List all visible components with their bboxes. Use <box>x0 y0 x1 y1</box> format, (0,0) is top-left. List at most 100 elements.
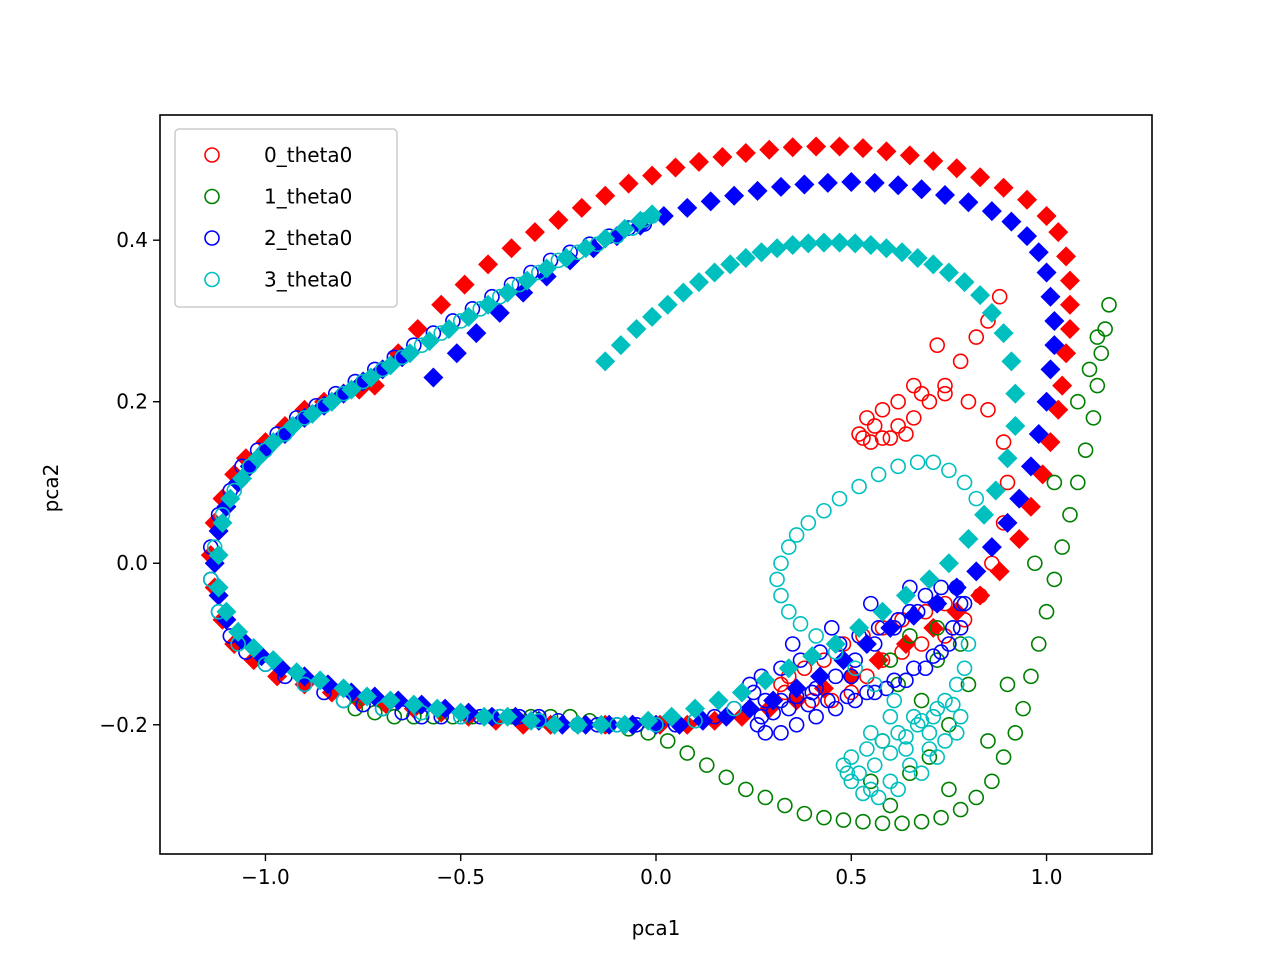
circle-point <box>866 684 883 701</box>
circle-point <box>991 288 1008 305</box>
circle-point <box>956 611 973 628</box>
diamond-point <box>677 197 698 218</box>
diamond-point <box>735 142 756 163</box>
circle-point <box>531 712 547 729</box>
circle-point <box>933 809 949 826</box>
circle-point <box>757 725 774 741</box>
diamond-point <box>642 204 663 225</box>
diamond-point <box>763 690 784 711</box>
circle-point <box>847 692 863 709</box>
circle-point <box>1081 361 1098 378</box>
circle-point <box>277 426 293 442</box>
legend-label: 2_theta0 <box>264 226 352 250</box>
diamond-point <box>423 367 444 388</box>
diamond-point <box>903 605 924 626</box>
diamond-point <box>849 617 870 638</box>
circle-point <box>706 708 723 725</box>
legend-label: 1_theta0 <box>264 185 352 209</box>
diamond-point <box>997 448 1018 469</box>
diamond-point <box>595 185 616 206</box>
circle-point <box>296 410 313 426</box>
diamond-point <box>474 706 495 727</box>
circle-point <box>890 418 906 434</box>
diamond-point <box>802 646 823 667</box>
diamond-point <box>907 247 928 268</box>
circle-point <box>984 773 1000 790</box>
circle-point <box>866 636 883 652</box>
diamond-point <box>524 222 545 243</box>
diamond-point <box>970 285 991 306</box>
diamond-point <box>544 714 565 735</box>
diamond-point <box>716 706 737 727</box>
diamond-point <box>923 151 944 172</box>
diamond-point <box>997 512 1018 533</box>
x-tick-label: −1.0 <box>241 865 290 889</box>
circle-point <box>788 527 805 543</box>
circle-point <box>808 628 824 644</box>
circle-point <box>902 765 918 782</box>
circle-point <box>749 716 766 733</box>
circle-point <box>780 539 797 555</box>
diamond-point <box>989 561 1010 582</box>
diamond-point <box>247 448 268 469</box>
circle-point <box>894 644 910 660</box>
circle-point <box>980 733 996 749</box>
circle-point <box>1015 700 1031 717</box>
circle-point <box>855 430 871 446</box>
diamond-point <box>571 197 592 218</box>
diamond-point <box>852 138 873 159</box>
circle-point <box>863 773 879 790</box>
diamond-point <box>993 177 1014 198</box>
plot-area <box>200 136 1117 832</box>
diamond-point <box>845 233 866 254</box>
circle-point <box>921 725 938 741</box>
diamond-point <box>610 335 631 356</box>
circle-point <box>1054 539 1070 555</box>
diamond-point <box>208 577 229 598</box>
circle-point <box>929 337 945 353</box>
y-tick-label: 0.4 <box>116 228 148 252</box>
circle-point <box>773 587 789 604</box>
circle-point <box>921 393 938 410</box>
circle-point <box>788 716 805 733</box>
circle-point <box>933 579 949 596</box>
diamond-point <box>1044 310 1065 331</box>
diamond-point <box>356 686 377 707</box>
circle-point <box>827 700 844 717</box>
circle-point <box>609 716 625 733</box>
circle-point <box>257 442 274 458</box>
circle-point <box>952 708 969 725</box>
diamond-point <box>974 504 995 525</box>
circle-point <box>843 773 860 790</box>
circle-point <box>804 684 821 701</box>
diamond-point <box>981 537 1002 558</box>
circle-point <box>925 454 942 471</box>
diamond-point <box>798 233 819 254</box>
circle-point <box>773 725 789 741</box>
circle-point <box>870 789 887 806</box>
circle-point <box>995 434 1012 450</box>
circle-point <box>394 349 410 366</box>
diamond-point <box>954 272 975 293</box>
x-axis: −1.0 −0.5 0.0 0.5 1.0 <box>241 854 1062 889</box>
circle-point <box>925 648 942 664</box>
diamond-point <box>899 145 920 166</box>
circle-point <box>718 769 735 786</box>
diamond-point <box>876 141 897 162</box>
x-tick-label: 0.0 <box>640 865 672 889</box>
circle-point <box>905 708 922 725</box>
circle-point <box>855 813 871 830</box>
circle-point <box>890 725 906 741</box>
circle-point <box>226 482 243 499</box>
circle-point <box>413 708 430 725</box>
circle-point <box>827 668 844 685</box>
diamond-point <box>1001 351 1022 372</box>
diamond-point <box>380 690 401 711</box>
circle-point <box>909 454 926 471</box>
circle-point <box>882 708 899 725</box>
circle-point <box>1097 321 1113 337</box>
diamond-point <box>712 146 733 167</box>
diamond-point <box>888 175 909 196</box>
circle-point <box>335 385 352 402</box>
